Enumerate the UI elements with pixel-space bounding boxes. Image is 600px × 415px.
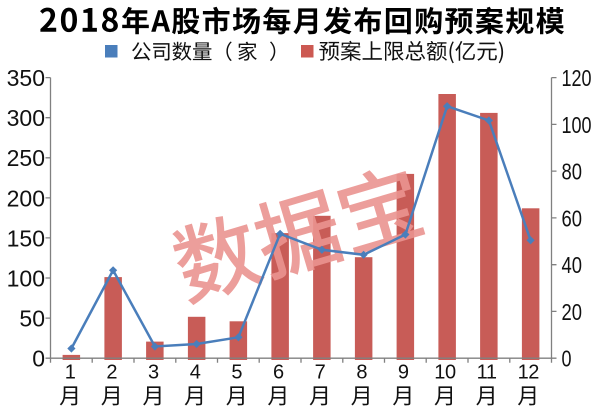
svg-text:50: 50 [19,306,45,332]
svg-text:200: 200 [7,185,45,211]
svg-text:0: 0 [32,346,45,372]
svg-text:11: 11 [477,362,497,384]
svg-text:120: 120 [562,65,592,91]
svg-text:1: 1 [65,362,76,384]
svg-text:4: 4 [190,362,201,384]
svg-text:350: 350 [7,65,45,91]
svg-text:300: 300 [7,105,45,131]
svg-text:20: 20 [562,299,583,325]
svg-text:3: 3 [148,362,159,384]
svg-text:10: 10 [434,362,456,384]
svg-text:80: 80 [562,159,583,185]
svg-text:40: 40 [562,252,583,278]
svg-text:0: 0 [562,346,572,372]
svg-text:7: 7 [315,362,326,384]
svg-text:100: 100 [562,112,592,138]
svg-text:6: 6 [273,362,284,384]
svg-text:2: 2 [106,362,117,384]
svg-text:60: 60 [562,205,583,231]
svg-text:8: 8 [356,362,367,384]
svg-text:5: 5 [231,362,242,384]
svg-text:100: 100 [7,265,45,291]
svg-text:150: 150 [7,225,45,251]
svg-text:9: 9 [398,362,409,384]
svg-text:12: 12 [518,362,540,384]
svg-text:250: 250 [7,145,45,171]
